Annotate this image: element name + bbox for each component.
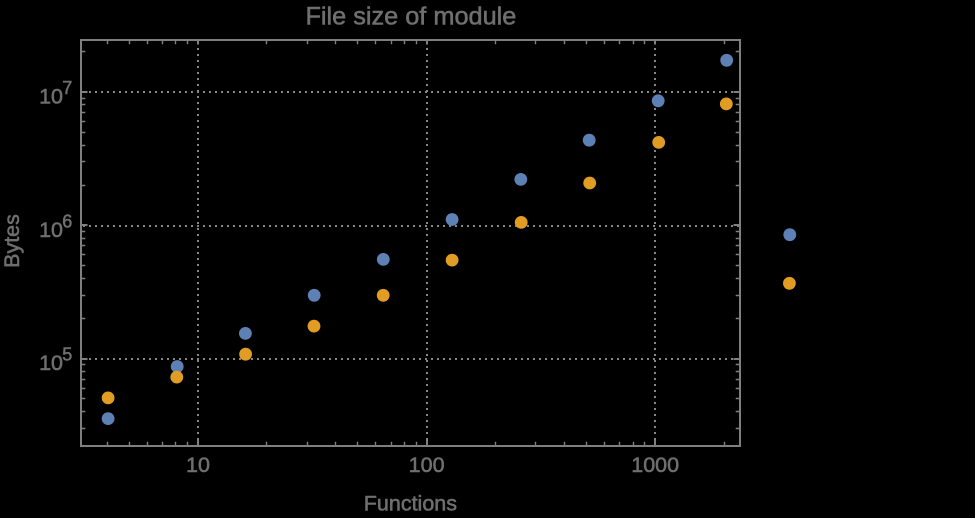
svg-text:Functions: Functions <box>364 492 457 513</box>
svg-text:10: 10 <box>39 218 63 242</box>
svg-text:100: 100 <box>409 453 445 477</box>
svg-text:10: 10 <box>186 453 210 477</box>
svg-text:File size of module: File size of module <box>305 3 516 31</box>
svg-text:10: 10 <box>39 85 63 109</box>
svg-text:Bytes: Bytes <box>0 214 24 268</box>
svg-text:10: 10 <box>39 351 63 375</box>
svg-text:7: 7 <box>62 78 72 98</box>
svg-text:6: 6 <box>62 211 72 231</box>
svg-text:1000: 1000 <box>631 453 679 477</box>
svg-text:5: 5 <box>62 345 72 365</box>
